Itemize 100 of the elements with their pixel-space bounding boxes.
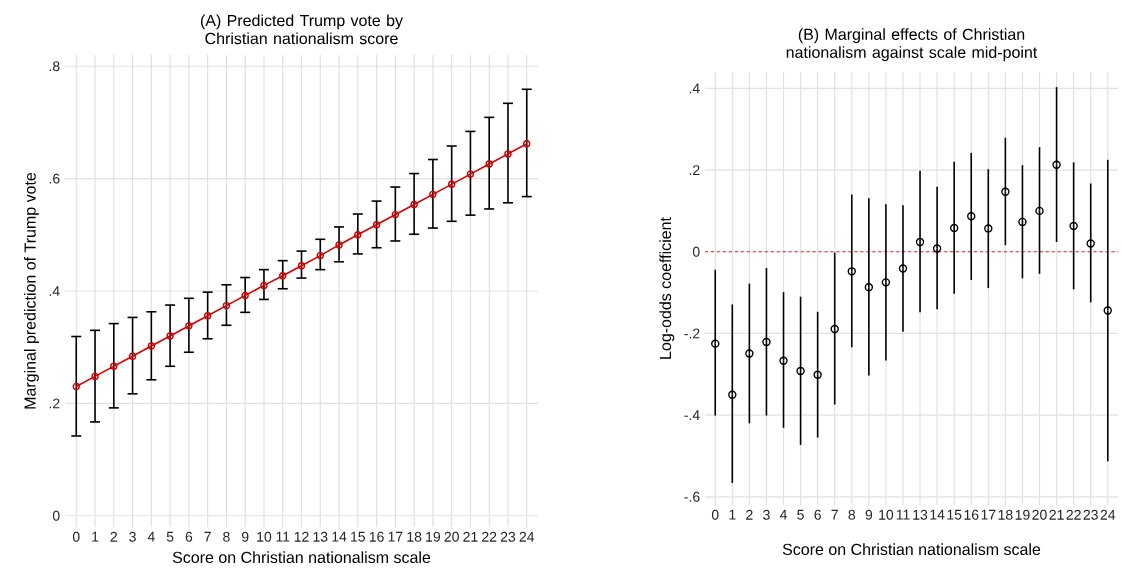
x-tick-label: 13 [313, 531, 328, 542]
x-tick-label: 23 [1083, 509, 1098, 520]
point [932, 244, 942, 253]
x-tick-label: 22 [482, 531, 497, 542]
x-tick-label: 1 [92, 531, 99, 542]
x-tick-label: 6 [185, 531, 193, 542]
point [203, 312, 212, 320]
y-tick-label: .8 [49, 61, 60, 72]
point [779, 356, 788, 365]
x-tick-label: 19 [426, 531, 441, 542]
point [881, 278, 891, 287]
point [260, 281, 268, 290]
x-tick-label: 3 [129, 531, 136, 542]
point [1086, 239, 1095, 248]
point [984, 224, 993, 233]
x-tick-label: 1 [729, 509, 736, 520]
point [354, 231, 362, 239]
x-tick-label: 10 [879, 509, 894, 520]
y-axis-title: Log-odds coefficient [659, 217, 675, 359]
x-tick-label: 16 [369, 531, 384, 542]
x-tick-label: 12 [294, 531, 309, 542]
point [372, 220, 381, 229]
x-tick-label: 2 [746, 509, 753, 520]
point [864, 283, 874, 292]
point [504, 150, 512, 158]
x-tick-label: 0 [72, 531, 80, 542]
x-tick-label: 18 [998, 509, 1013, 520]
x-tick-label: 14 [930, 509, 945, 520]
x-tick-label: 2 [110, 531, 117, 542]
y-tick-label: -.2 [684, 328, 700, 339]
x-tick-label: 22 [1066, 509, 1081, 520]
x-tick-label: 5 [166, 531, 174, 542]
point [915, 237, 925, 247]
x-tick-label: 8 [223, 531, 230, 542]
point [898, 264, 908, 273]
point [128, 352, 137, 360]
x-tick-label: 14 [332, 531, 347, 542]
x-tick-label: 7 [204, 531, 211, 542]
point [391, 210, 400, 219]
point [410, 200, 418, 209]
y-tick-label: -.6 [684, 491, 700, 502]
x-axis-title: Score on Christian nationalism scale [172, 551, 431, 564]
point [91, 372, 99, 381]
point [711, 339, 720, 348]
point [335, 241, 343, 249]
x-tick-label: 8 [848, 509, 856, 520]
point [728, 390, 737, 399]
x-tick-label: 15 [351, 531, 366, 542]
point [830, 324, 839, 334]
point [796, 366, 805, 376]
x-tick-label: 9 [865, 509, 873, 520]
point [949, 223, 959, 233]
x-tick-label: 17 [981, 509, 996, 520]
point [745, 349, 754, 358]
y-tick-label: .4 [689, 83, 700, 94]
x-tick-label: 5 [797, 509, 804, 520]
point [466, 170, 475, 178]
x-tick-label: 20 [444, 531, 459, 542]
point [147, 342, 156, 350]
x-tick-label: 6 [814, 509, 821, 520]
y-tick-label: .2 [49, 398, 60, 409]
point [813, 370, 822, 379]
x-tick-label: 21 [463, 531, 478, 542]
point [967, 212, 976, 221]
x-tick-label: 0 [711, 509, 719, 520]
x-tick-label: 15 [947, 509, 962, 520]
point [110, 362, 118, 370]
x-tick-label: 11 [896, 509, 910, 520]
y-tick-label: .6 [49, 173, 60, 184]
point [279, 272, 287, 280]
y-tick-label: 0 [692, 246, 700, 257]
point [1001, 187, 1010, 196]
y-tick-label: .2 [689, 165, 700, 175]
chart-title: (B) Marginal effects of Christian nationalism against scale mid-point [786, 28, 1038, 62]
point [1035, 206, 1044, 216]
y-axis-title: Marginal prediction of Trump vote [24, 172, 39, 409]
y-tick-label: .4 [49, 286, 60, 296]
x-tick-label: 19 [1015, 509, 1030, 520]
point [222, 301, 231, 310]
x-tick-label: 21 [1049, 509, 1064, 520]
x-tick-label: 18 [407, 531, 422, 542]
point [1069, 221, 1078, 231]
point [847, 267, 856, 276]
point [166, 332, 174, 340]
x-tick-label: 10 [257, 531, 272, 542]
x-tick-label: 4 [779, 509, 787, 520]
point [297, 262, 306, 270]
point [241, 291, 249, 300]
point [185, 322, 193, 330]
x-tick-label: 13 [913, 509, 928, 520]
point [1052, 160, 1061, 169]
x-tick-label: 7 [831, 509, 838, 520]
point [1103, 306, 1112, 315]
chart-title: (A) Predicted Trump vote by Christian nationalism score [200, 14, 403, 45]
x-tick-label: 24 [519, 531, 535, 542]
x-tick-label: 4 [147, 531, 155, 542]
point [1018, 217, 1027, 227]
point [316, 251, 324, 260]
point [762, 337, 771, 347]
point [429, 190, 437, 199]
